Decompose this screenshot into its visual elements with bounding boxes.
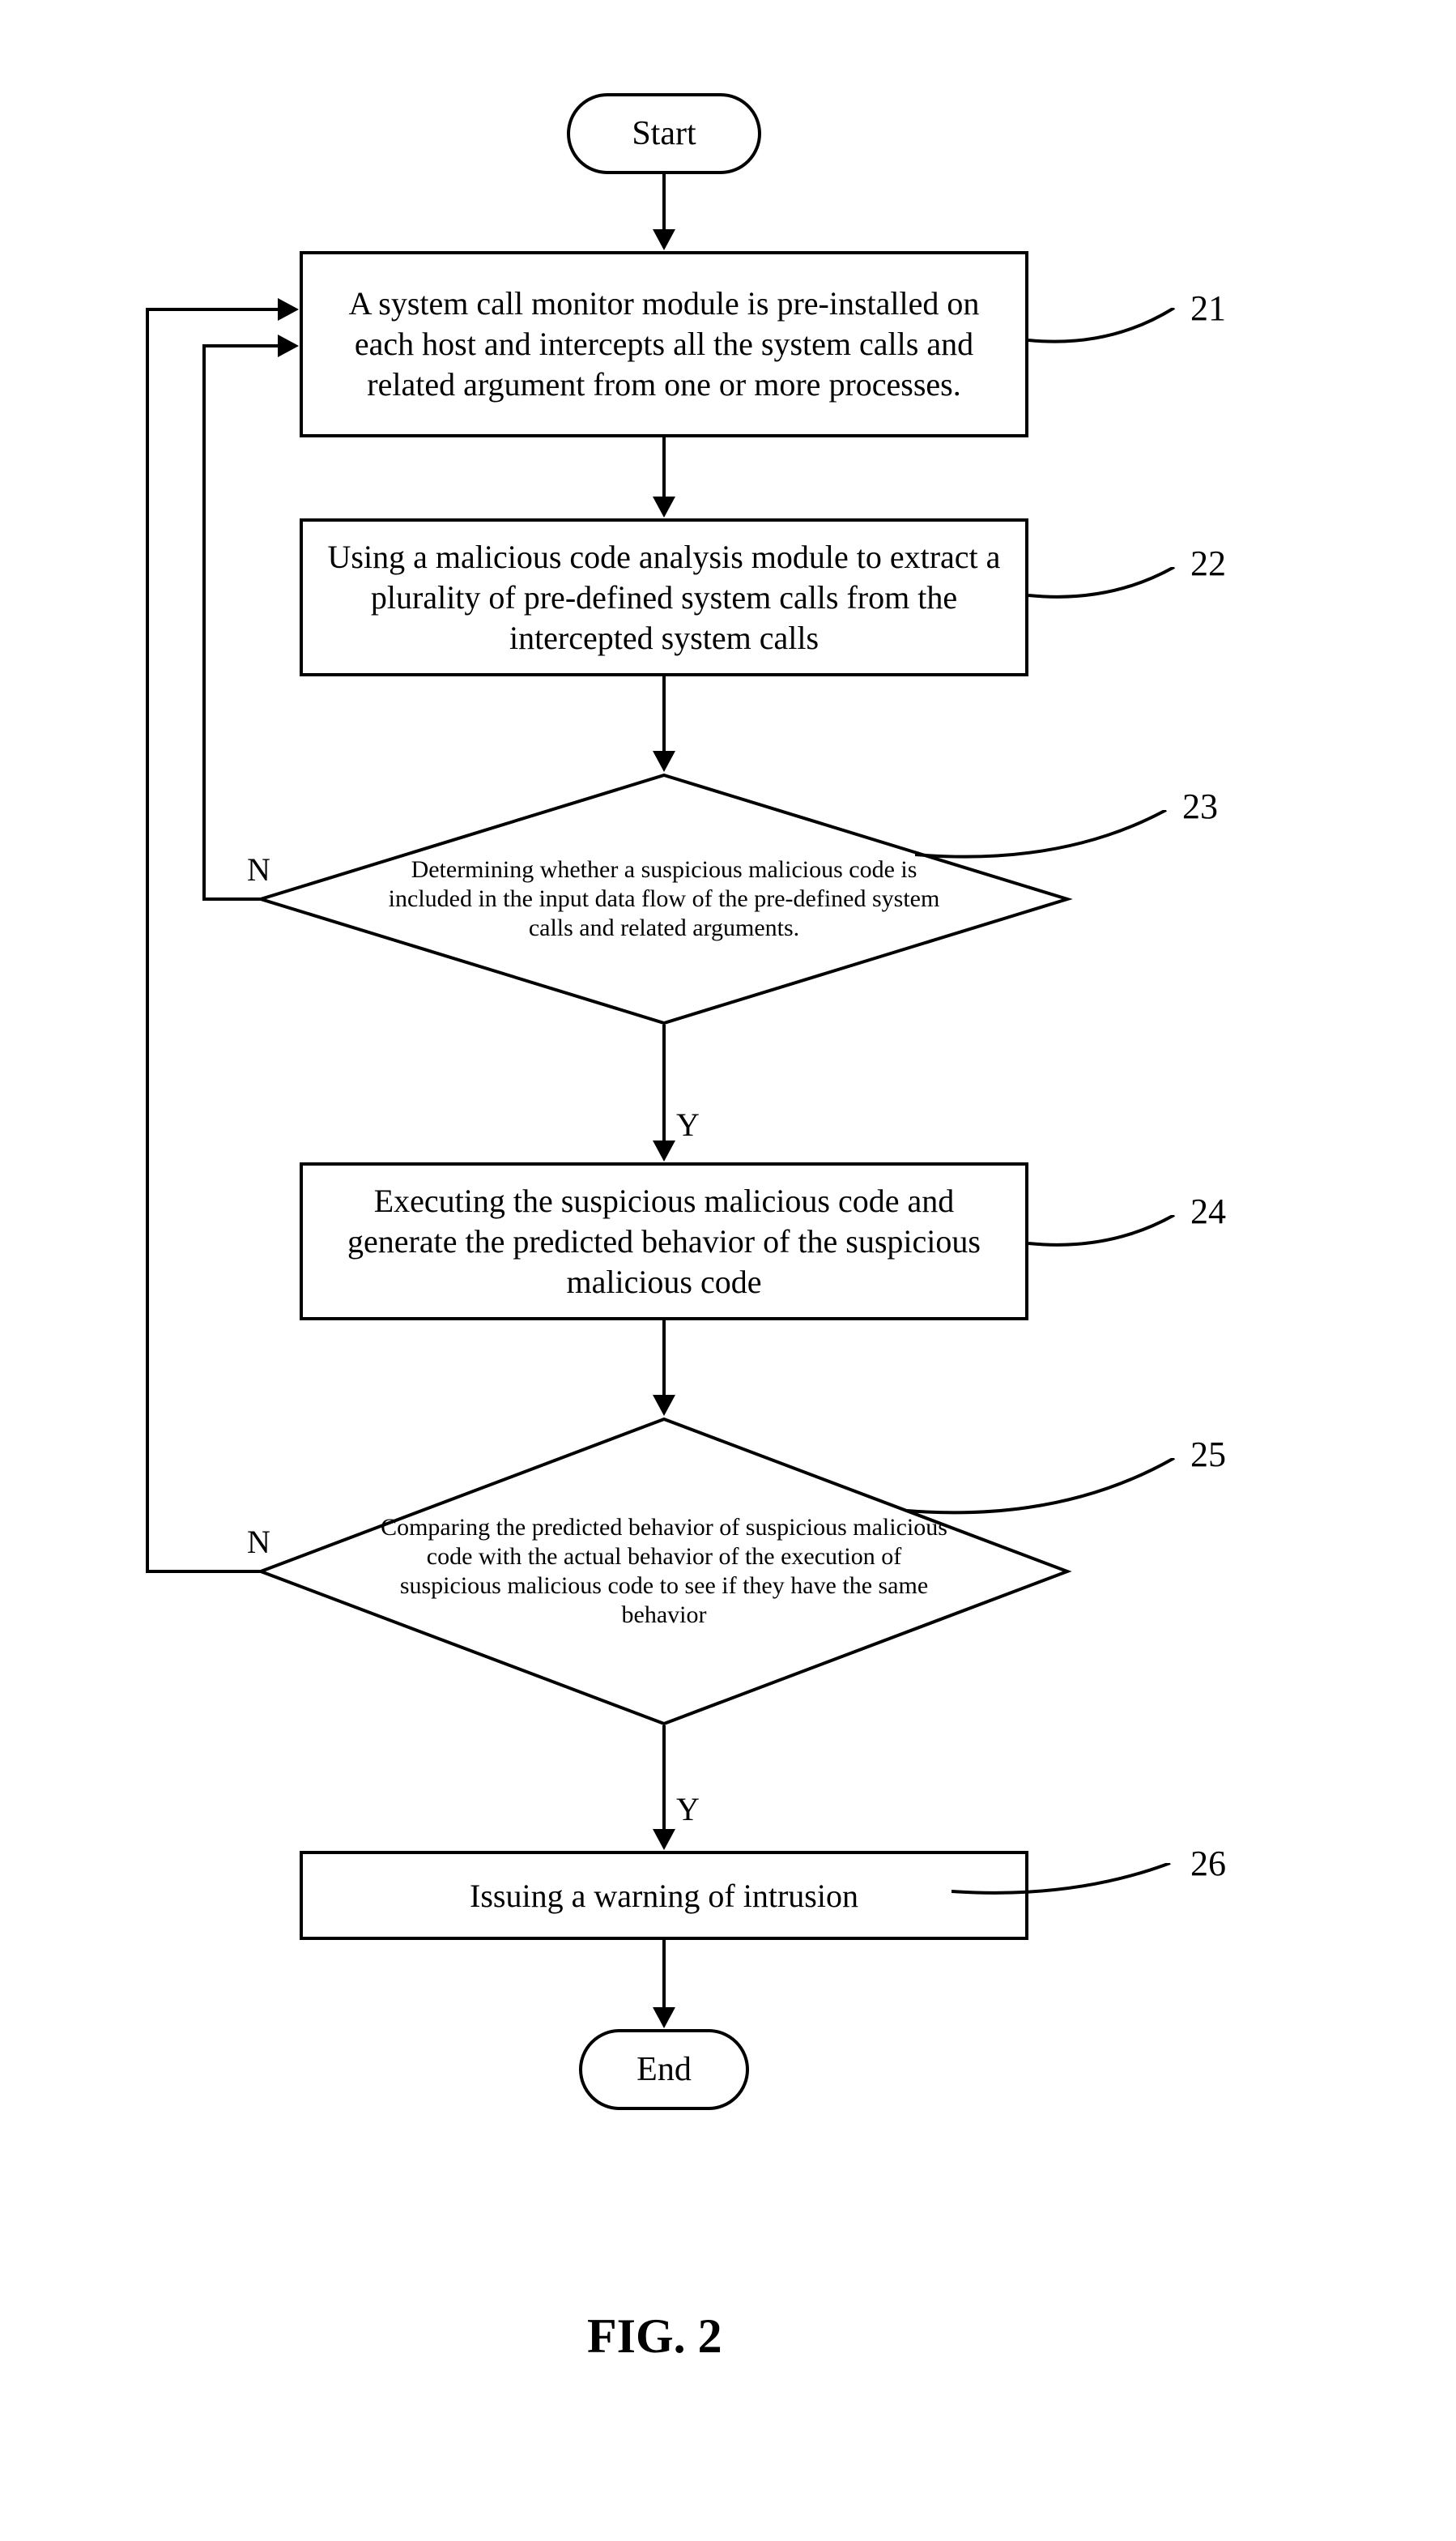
process-24-text: Executing the suspicious malicious code … xyxy=(327,1181,1001,1302)
arrowhead xyxy=(653,497,675,518)
decision-23-text: Determining whether a suspicious malicio… xyxy=(373,855,956,943)
arrowhead xyxy=(653,1395,675,1416)
flowchart-canvas: Start A system call monitor module is pr… xyxy=(0,0,1456,2541)
process-26-text: Issuing a warning of intrusion xyxy=(470,1877,858,1915)
figure-caption: FIG. 2 xyxy=(587,2309,722,2364)
arrowhead-n23 xyxy=(278,335,299,357)
process-22: Using a malicious code analysis module t… xyxy=(300,518,1028,676)
ref-25: 25 xyxy=(1190,1434,1226,1475)
arrow-n23-v xyxy=(202,344,206,901)
arrow-n23-h xyxy=(202,897,261,901)
decision-25-text: Comparing the predicted behavior of susp… xyxy=(381,1513,947,1630)
arrow xyxy=(662,174,666,231)
process-22-text: Using a malicious code analysis module t… xyxy=(327,537,1001,659)
arrowhead-n25 xyxy=(278,298,299,321)
arrowhead xyxy=(653,1140,675,1162)
ref-26: 26 xyxy=(1190,1843,1226,1884)
branch-y-23: Y xyxy=(676,1106,700,1144)
process-21-text: A system call monitor module is pre-inst… xyxy=(327,284,1001,405)
end-label: End xyxy=(636,2050,692,2089)
arrow-n25-h2 xyxy=(146,308,279,311)
leader-23 xyxy=(915,810,1174,867)
arrow xyxy=(662,1320,666,1397)
start-label: Start xyxy=(632,114,696,153)
arrow-n25-v xyxy=(146,308,149,1573)
arrowhead xyxy=(653,751,675,772)
arrow xyxy=(662,1025,666,1142)
ref-23: 23 xyxy=(1182,786,1218,827)
leader-24 xyxy=(1028,1215,1182,1264)
arrow xyxy=(662,437,666,498)
process-26: Issuing a warning of intrusion xyxy=(300,1851,1028,1940)
start-node: Start xyxy=(567,93,761,174)
leader-21 xyxy=(1028,308,1182,356)
branch-n-25: N xyxy=(247,1523,270,1561)
leader-22 xyxy=(1028,567,1182,616)
ref-22: 22 xyxy=(1190,543,1226,584)
leader-26 xyxy=(952,1863,1178,1912)
branch-n-23: N xyxy=(247,851,270,889)
ref-21: 21 xyxy=(1190,288,1226,329)
arrow xyxy=(662,1940,666,2009)
arrowhead xyxy=(653,2007,675,2028)
branch-y-25: Y xyxy=(676,1790,700,1828)
ref-24: 24 xyxy=(1190,1191,1226,1232)
end-node: End xyxy=(579,2029,749,2110)
arrow xyxy=(662,1725,666,1831)
process-24: Executing the suspicious malicious code … xyxy=(300,1162,1028,1320)
arrow-n23-h2 xyxy=(202,344,279,347)
process-21: A system call monitor module is pre-inst… xyxy=(300,251,1028,437)
arrow xyxy=(662,676,666,753)
arrow-n25-h xyxy=(146,1570,261,1573)
arrowhead xyxy=(653,229,675,250)
arrowhead xyxy=(653,1829,675,1850)
leader-25 xyxy=(907,1458,1182,1523)
